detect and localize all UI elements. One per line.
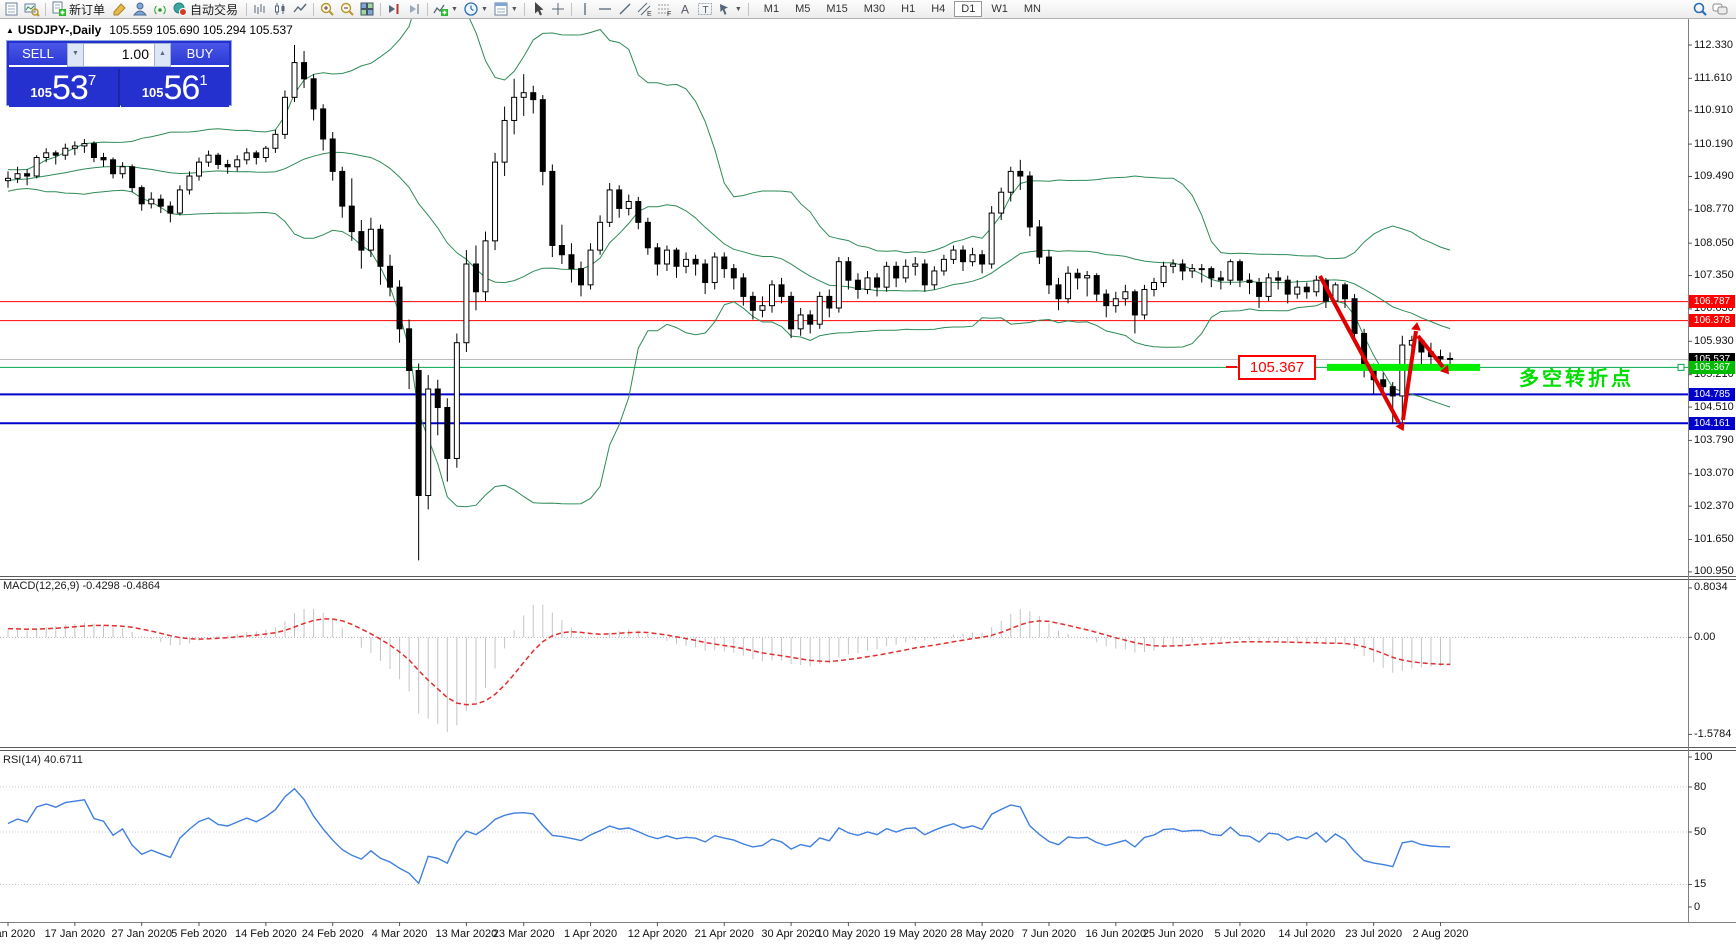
periods-dropdown-caret[interactable]: ▼ bbox=[480, 5, 488, 13]
volume-increase-button[interactable]: ▲ bbox=[154, 43, 171, 67]
timeframe-M5[interactable]: M5 bbox=[795, 3, 811, 15]
new-order-icon[interactable] bbox=[49, 1, 69, 18]
trendline-icon[interactable] bbox=[615, 1, 635, 18]
chart-canvas[interactable] bbox=[0, 19, 1736, 947]
periods-icon[interactable] bbox=[461, 1, 481, 18]
chart-preview-icon[interactable] bbox=[22, 1, 42, 18]
autotrade-icon[interactable] bbox=[170, 1, 190, 18]
chart-window: ▲ USDJPY-,Daily 105.559 105.690 105.294 10… bbox=[0, 19, 1736, 947]
auto-scroll-icon[interactable] bbox=[404, 1, 424, 18]
channel-icon[interactable]: E bbox=[635, 1, 655, 18]
toolbar-separator bbox=[45, 2, 46, 16]
arrows-dropdown-caret[interactable]: ▼ bbox=[734, 5, 742, 13]
cursor-icon[interactable] bbox=[528, 1, 548, 18]
chat-icon[interactable] bbox=[1710, 1, 1730, 18]
crosshair-icon[interactable] bbox=[548, 1, 568, 18]
timeframe-MN[interactable]: MN bbox=[1023, 3, 1041, 15]
svg-text:E: E bbox=[647, 11, 652, 17]
volume-input[interactable]: 1.00 bbox=[84, 43, 154, 67]
tile-windows-icon[interactable] bbox=[357, 1, 377, 18]
arrowhead-down-icon bbox=[1395, 421, 1405, 432]
toolbar-separator bbox=[246, 2, 248, 16]
timeframe-H1[interactable]: H1 bbox=[901, 3, 916, 15]
indicators-dropdown-caret[interactable]: ▼ bbox=[451, 5, 458, 13]
arrowhead-down-right-icon bbox=[1440, 364, 1449, 375]
trend-arrow-line[interactable] bbox=[1401, 330, 1418, 421]
sell-button[interactable]: SELL bbox=[9, 43, 67, 67]
volume-decrease-button[interactable]: ▼ bbox=[67, 43, 84, 67]
timeframe-M30[interactable]: M30 bbox=[863, 3, 886, 15]
signal-icon[interactable] bbox=[150, 1, 170, 18]
toolbar-separator bbox=[313, 2, 315, 16]
autotrade-label[interactable]: 自动交易 bbox=[190, 2, 239, 17]
community-icon[interactable] bbox=[130, 1, 150, 18]
main-toolbar: 新订单 自动交易 ▼ ▼ ▼ E F A T ▼ M1 M5 M15 M30 H1 H4 D… bbox=[0, 0, 1736, 19]
timeframe-H4[interactable]: H4 bbox=[931, 3, 946, 15]
text-tool-icon[interactable]: A bbox=[675, 1, 695, 18]
zoom-out-icon[interactable] bbox=[337, 1, 357, 18]
trend-arrow-line[interactable] bbox=[1318, 275, 1401, 424]
fibonacci-icon[interactable]: F bbox=[655, 1, 675, 18]
bar-chart-icon[interactable] bbox=[250, 1, 270, 18]
green-support-bar[interactable] bbox=[1327, 363, 1480, 371]
timeframe-M15[interactable]: M15 bbox=[826, 3, 848, 15]
toolbar-separator bbox=[570, 2, 572, 16]
svg-text:T: T bbox=[702, 5, 708, 16]
horizontal-line-icon[interactable] bbox=[595, 1, 615, 18]
arrowhead-up-icon bbox=[1411, 322, 1421, 331]
buy-button[interactable]: BUY bbox=[171, 43, 229, 67]
toolbar-separator bbox=[523, 2, 525, 16]
search-icon[interactable] bbox=[1690, 1, 1710, 18]
svg-text:A: A bbox=[681, 3, 689, 17]
svg-text:F: F bbox=[667, 11, 671, 17]
timeframe-W1[interactable]: W1 bbox=[991, 3, 1008, 15]
vertical-line-icon[interactable] bbox=[575, 1, 595, 18]
line-chart-icon[interactable] bbox=[290, 1, 310, 18]
trend-arrow-line[interactable] bbox=[1416, 334, 1445, 369]
toolbar-separator bbox=[747, 2, 749, 16]
toolbar-separator bbox=[427, 2, 429, 16]
timeframe-group: M1 M5 M15 M30 H1 H4 D1 W1 MN bbox=[756, 1, 1049, 17]
templates-dropdown-caret[interactable]: ▼ bbox=[510, 5, 518, 13]
crayon-icon[interactable] bbox=[110, 1, 130, 18]
arrows-tool-icon[interactable] bbox=[715, 1, 735, 18]
sell-price[interactable]: 105537 bbox=[9, 69, 120, 107]
templates-icon[interactable] bbox=[491, 1, 511, 18]
zoom-in-icon[interactable] bbox=[317, 1, 337, 18]
chart-shift-icon[interactable] bbox=[384, 1, 404, 18]
timeframe-D1[interactable]: D1 bbox=[954, 1, 983, 17]
buy-price[interactable]: 105561 bbox=[120, 69, 229, 107]
line-handle[interactable] bbox=[1677, 363, 1685, 371]
indicators-icon[interactable] bbox=[431, 1, 451, 18]
toolbar-separator bbox=[380, 2, 382, 16]
new-order-label[interactable]: 新订单 bbox=[69, 2, 106, 17]
one-click-trade-panel: SELL ▼ 1.00 ▲ BUY 105537 105561 bbox=[6, 40, 232, 107]
timeframe-M1[interactable]: M1 bbox=[763, 3, 780, 15]
window-list-icon[interactable] bbox=[2, 1, 22, 18]
label-tool-icon[interactable]: T bbox=[695, 1, 715, 18]
candlestick-chart-icon[interactable] bbox=[270, 1, 290, 18]
